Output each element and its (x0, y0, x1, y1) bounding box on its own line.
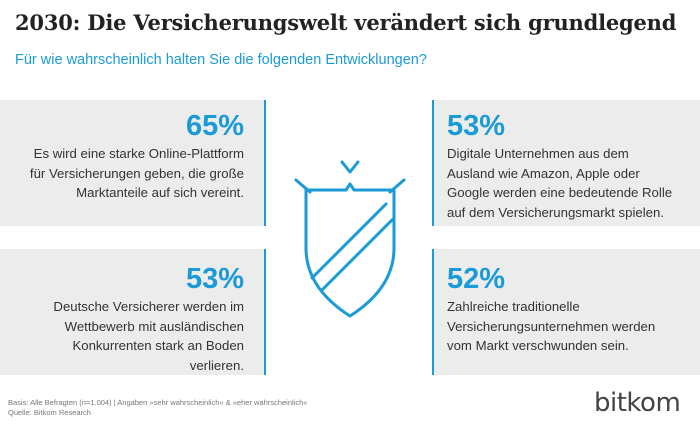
stat-percent: 52% (447, 263, 506, 295)
stat-description-line: verlieren. (189, 357, 244, 373)
bitkom-logo: bitkom (594, 388, 681, 418)
stat-description: Zahlreiche traditionelle Versicherungsun… (447, 297, 700, 356)
stat-description-line: Wettbewerb mit ausländischen (64, 318, 244, 334)
stat-box-bottom-left: 53% Deutsche Versicherer werden im Wettb… (0, 249, 266, 375)
stat-percent: 65% (185, 110, 244, 142)
footer-notes: Basis: Alle Befragten (n=1.004) | Angabe… (8, 398, 307, 418)
page-title: 2030: Die Versicherungswelt verändert si… (15, 10, 677, 35)
stat-description-line: Marktanteile auf sich vereint. (76, 185, 244, 200)
stat-description-line: Digitale Unternehmen aus dem (447, 146, 629, 161)
stat-description-line: Deutsche Versicherer werden im (53, 299, 244, 314)
stat-description-line: Google werden eine bedeutende Rolle (447, 185, 673, 200)
stat-description-line: Zahlreiche traditionelle (447, 299, 580, 314)
footer-basis: Basis: Alle Befragten (n=1.004) | Angabe… (8, 398, 308, 407)
footer-source: Quelle: Bitkom Research (8, 408, 91, 417)
stat-box-top-left: 65% Es wird eine starke Online-Plattform… (0, 100, 266, 226)
stat-description-line: Ausland wie Amazon, Apple oder (447, 165, 640, 181)
stat-box-bottom-right: 52% Zahlreiche traditionelle Versicherun… (432, 249, 700, 375)
stat-description-line: für Versicherungen geben, die große (29, 165, 244, 181)
stat-description: Deutsche Versicherer werden im Wettbewer… (0, 297, 244, 375)
stat-description-line: Es wird eine starke Online-Plattform (33, 146, 244, 161)
page-subtitle: Für wie wahrscheinlich halten Sie die fo… (15, 52, 427, 68)
stat-description-line: Konkurrenten stark an Boden (72, 338, 244, 353)
stat-description-line: Versicherungsunternehmen werden (447, 318, 656, 334)
stat-percent: 53% (185, 263, 244, 295)
stat-description-line: auf dem Versicherungsmarkt spielen. (447, 204, 664, 220)
shield-icon (294, 160, 406, 318)
stat-percent: 53% (447, 110, 506, 142)
stat-description: Digitale Unternehmen aus dem Ausland wie… (447, 144, 700, 222)
stat-box-top-right: 53% Digitale Unternehmen aus dem Ausland… (432, 100, 700, 226)
stat-description-line: vom Markt verschwunden sein. (447, 338, 629, 353)
stat-description: Es wird eine starke Online-Plattform für… (0, 144, 244, 203)
